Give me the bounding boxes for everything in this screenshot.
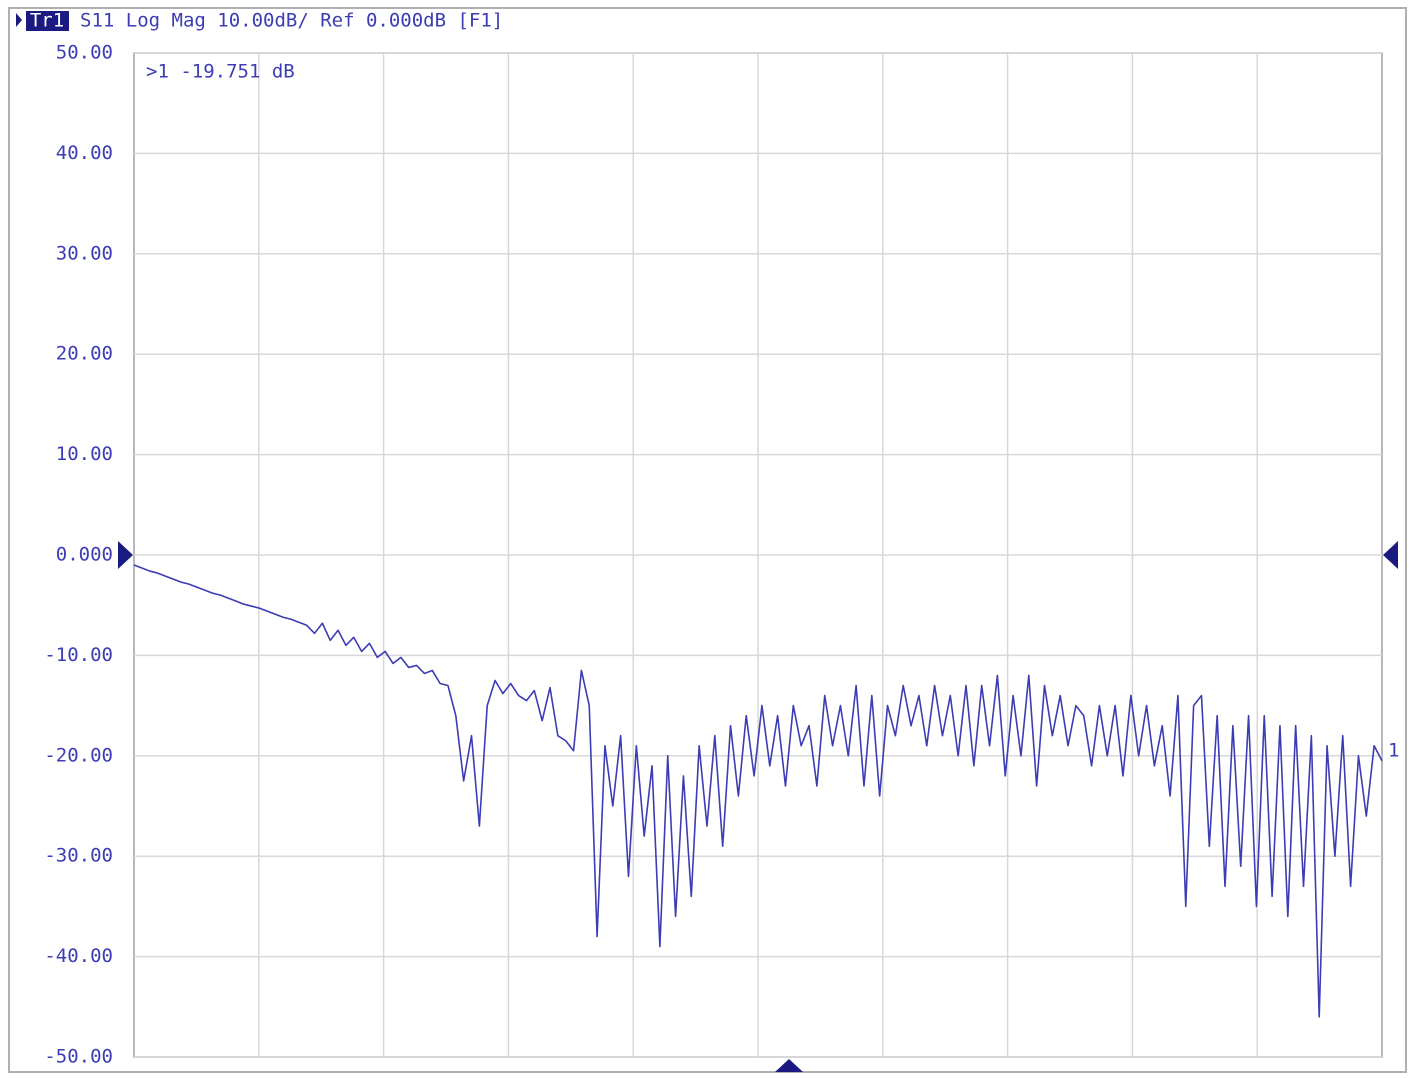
grid xyxy=(134,52,1382,1058)
y-tick-label: -20.00 xyxy=(44,744,113,766)
ref-arrow-left xyxy=(118,541,133,569)
y-tick-label: -30.00 xyxy=(44,845,113,867)
y-tick-label: 0.000 xyxy=(56,544,113,566)
y-tick-label: -40.00 xyxy=(44,945,113,967)
trace xyxy=(133,564,1383,1018)
y-tick-label: 50.00 xyxy=(56,42,113,64)
marker-arrow xyxy=(775,1059,803,1072)
chart-title: S11 Log Mag 10.00dB/ Ref 0.000dB [F1] xyxy=(80,10,503,32)
y-tick-label: -10.00 xyxy=(44,644,113,666)
trace-tag: Tr1 xyxy=(30,10,64,32)
trace-arrow xyxy=(16,13,22,27)
marker-label: 1 xyxy=(1388,739,1399,761)
y-tick-label: 30.00 xyxy=(56,242,113,264)
trace-tag-box xyxy=(26,11,69,31)
y-tick-label: -50.00 xyxy=(44,1046,113,1068)
y-tick-label: 10.00 xyxy=(56,443,113,465)
y-tick-label: 40.00 xyxy=(56,142,113,164)
marker-readout: >1 -19.751 dB xyxy=(146,61,295,83)
ref-arrow-right xyxy=(1383,541,1398,569)
y-tick-label: 20.00 xyxy=(56,343,113,365)
